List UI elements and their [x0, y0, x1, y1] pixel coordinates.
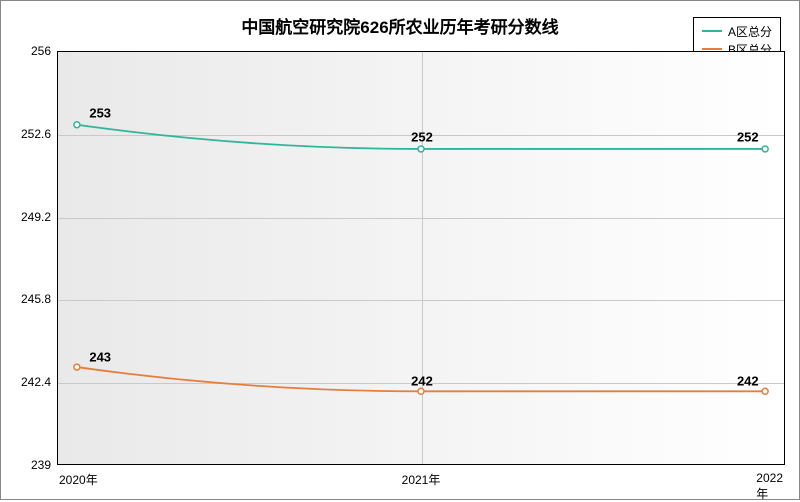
data-label: 242 — [735, 373, 761, 388]
chart-container: 中国航空研究院626所农业历年考研分数线 A区总分 B区总分 253252252… — [0, 0, 800, 500]
series-marker — [418, 388, 424, 394]
series-marker — [74, 364, 80, 370]
y-tick-label: 256 — [9, 44, 51, 58]
data-label: 252 — [409, 130, 435, 145]
y-tick-label: 249.2 — [9, 210, 51, 224]
data-label: 242 — [409, 373, 435, 388]
x-tick-label: 2020年 — [59, 471, 98, 488]
y-tick-label: 239 — [9, 458, 51, 472]
series-marker — [762, 388, 768, 394]
series-marker — [762, 146, 768, 152]
series-svg — [58, 52, 784, 464]
legend-swatch-b — [702, 48, 722, 50]
plot-area: 253 252 252 243 242 242 — [57, 51, 785, 465]
x-tick-label: 2021年 — [402, 471, 441, 488]
data-label: 243 — [87, 349, 113, 364]
legend-item-a: A区总分 — [702, 22, 772, 40]
y-tick-label: 245.8 — [9, 292, 51, 306]
data-label: 253 — [87, 106, 113, 121]
y-tick-label: 252.6 — [9, 127, 51, 141]
x-tick-label: 2022年 — [756, 471, 783, 502]
legend-swatch-a — [702, 30, 722, 32]
legend-label-a: A区总分 — [728, 23, 772, 40]
chart-title: 中国航空研究院626所农业历年考研分数线 — [241, 13, 558, 38]
data-label: 252 — [735, 130, 761, 145]
series-marker — [418, 146, 424, 152]
y-tick-label: 242.4 — [9, 375, 51, 389]
series-marker — [74, 122, 80, 128]
